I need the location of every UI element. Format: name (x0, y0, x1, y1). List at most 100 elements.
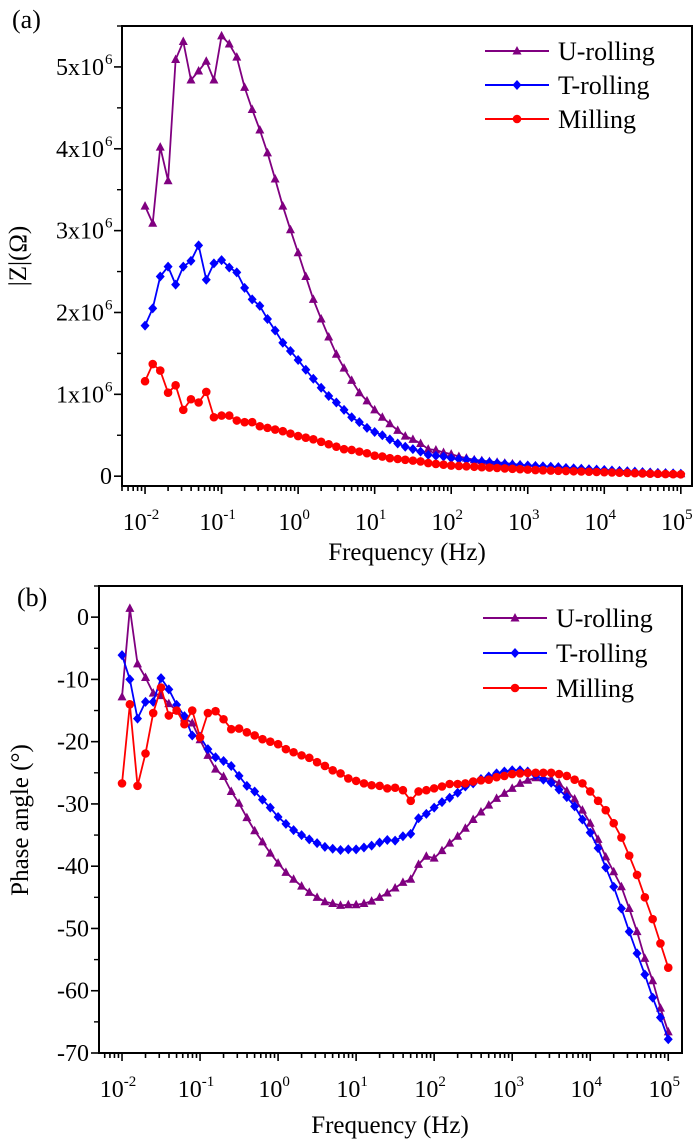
y-tick-label: -30 (57, 792, 89, 818)
data-point (285, 345, 295, 356)
data-point (523, 465, 533, 474)
data-point (125, 700, 135, 709)
legend-label: Milling (556, 674, 634, 703)
y-tick-label: 3x10 (56, 219, 104, 245)
data-point (422, 785, 431, 795)
data-point (492, 793, 502, 802)
data-point (416, 446, 426, 457)
data-point (255, 421, 265, 431)
data-point (453, 831, 463, 840)
data-point (163, 175, 173, 185)
data-point (562, 771, 572, 781)
y-tick-label: -50 (57, 916, 89, 942)
data-point (343, 844, 353, 855)
data-point (304, 834, 314, 845)
data-point (186, 255, 196, 266)
data-point (339, 363, 349, 372)
data-point (273, 739, 283, 749)
x-tick-label: 100 (278, 507, 310, 536)
data-point (617, 833, 626, 842)
data-point (163, 388, 173, 397)
data-point (133, 713, 143, 724)
data-point (347, 445, 356, 455)
data-point (445, 792, 455, 803)
data-point (468, 814, 478, 823)
data-point (258, 734, 267, 744)
series-u-rolling (117, 603, 673, 1036)
data-point (661, 469, 670, 479)
data-point (117, 779, 127, 788)
y-tick-label: 0 (77, 605, 89, 631)
data-point (382, 835, 392, 846)
data-point (255, 300, 265, 311)
data-point (201, 387, 211, 397)
data-point (593, 796, 603, 806)
data-point (265, 848, 275, 857)
legend-item-u-rolling: U-rolling (483, 604, 653, 633)
data-point (301, 364, 311, 375)
legend-marker-icon (510, 613, 520, 622)
data-point (593, 843, 603, 854)
data-point (615, 468, 624, 478)
data-point (437, 845, 447, 855)
data-point (186, 394, 196, 404)
data-point (362, 422, 372, 433)
x-tick-label: 101 (355, 507, 387, 536)
x-axis-title-a: Frequency (Hz) (328, 539, 486, 566)
data-point (234, 798, 244, 807)
data-point (194, 66, 204, 75)
data-point (609, 818, 619, 828)
data-point (609, 866, 619, 876)
y-tick-label: 4x10 (56, 137, 104, 163)
data-point (316, 382, 326, 393)
y-tick-label: -10 (57, 667, 89, 693)
data-point (577, 814, 587, 825)
y-tick-label: 1x10 (56, 382, 104, 408)
data-point (632, 870, 642, 880)
data-point (578, 779, 587, 788)
plot-frame (121, 25, 693, 487)
data-point (593, 834, 603, 843)
data-point (226, 786, 236, 795)
data-point (385, 453, 395, 463)
data-point (554, 769, 564, 779)
data-point (297, 751, 306, 760)
data-point (423, 444, 433, 453)
data-point (331, 397, 341, 408)
data-point (194, 240, 204, 251)
data-point (585, 827, 595, 838)
data-point (632, 926, 642, 936)
data-point (309, 435, 318, 444)
legend-marker-icon (512, 46, 522, 55)
data-point (398, 877, 408, 886)
data-point (297, 881, 307, 890)
data-point (599, 467, 609, 477)
data-point (141, 672, 151, 682)
data-point (242, 728, 252, 737)
data-point (385, 418, 395, 428)
data-point (648, 975, 658, 985)
data-point (585, 787, 595, 796)
data-point (328, 766, 337, 775)
data-point (469, 462, 479, 472)
data-point (308, 373, 318, 384)
data-point (461, 779, 470, 788)
data-point (328, 898, 338, 908)
y-tick-exponent: 6 (105, 216, 113, 232)
legend-marker-icon (510, 683, 520, 693)
data-point (616, 903, 626, 914)
data-point (445, 838, 455, 847)
data-point (125, 603, 135, 612)
data-point (640, 953, 650, 962)
data-point (195, 733, 205, 742)
data-point (393, 438, 403, 449)
data-point (453, 779, 462, 789)
data-point (250, 825, 260, 835)
data-point (257, 836, 267, 846)
data-point (247, 104, 257, 113)
data-point (515, 778, 525, 787)
data-point (531, 768, 540, 778)
data-point (359, 842, 369, 853)
data-point (209, 412, 219, 422)
data-point (140, 201, 150, 210)
